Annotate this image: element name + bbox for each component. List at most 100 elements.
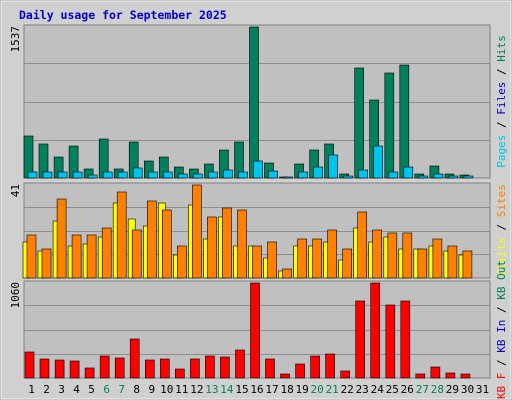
bar xyxy=(117,171,128,179)
bar xyxy=(147,200,157,279)
bar xyxy=(388,171,399,179)
x-tick-label: 3 xyxy=(58,383,65,396)
panel-hits: 1537 Pages / Files / Hits xyxy=(9,24,508,179)
bar xyxy=(354,67,365,179)
x-tick-label: 12 xyxy=(190,383,203,396)
x-tick-label: 4 xyxy=(73,383,80,396)
x-tick-label: 2 xyxy=(43,383,50,396)
bar xyxy=(101,227,112,279)
x-tick-label: 22 xyxy=(341,383,354,396)
side-label-part: KB Out xyxy=(495,260,508,300)
bar xyxy=(399,64,410,179)
bar xyxy=(415,373,426,379)
bar xyxy=(298,171,308,179)
bar xyxy=(384,72,395,179)
bar xyxy=(448,175,459,179)
bar xyxy=(400,300,411,379)
bar xyxy=(190,358,200,379)
bar xyxy=(283,176,293,179)
bar xyxy=(343,175,354,179)
bar xyxy=(177,245,187,279)
side-label-part: / xyxy=(495,217,508,237)
bar xyxy=(132,167,143,179)
bar xyxy=(268,170,278,179)
bar xyxy=(295,363,305,379)
bar xyxy=(463,175,474,179)
bar xyxy=(355,300,366,379)
bar xyxy=(237,209,247,279)
y-max-label: 1537 xyxy=(9,26,22,53)
bar xyxy=(163,171,173,179)
bar xyxy=(249,26,259,179)
x-tick-label: 21 xyxy=(326,383,339,396)
bar xyxy=(433,173,444,179)
bar xyxy=(432,238,443,279)
bar xyxy=(54,359,65,379)
x-tick-label: 13 xyxy=(205,383,218,396)
x-tick-label: 1 xyxy=(28,383,35,396)
bar xyxy=(145,359,155,379)
bar xyxy=(462,250,473,279)
bar xyxy=(252,245,262,279)
bar xyxy=(357,211,368,279)
x-axis-labels: 1 2 3 4 5 6 7 8 9 10 11 12 13 14 15 16 17 18 19 20 21 22 23 24 2… xyxy=(28,383,489,396)
panel-visits: 41 Visits / Sites xyxy=(9,182,508,279)
bar xyxy=(86,234,97,279)
series-visits xyxy=(22,202,467,279)
x-tick-label: 25 xyxy=(386,383,399,396)
bar xyxy=(250,282,260,379)
y-max-label: 1060 xyxy=(9,282,22,309)
bar xyxy=(99,355,110,379)
bar xyxy=(72,171,83,179)
x-tick-label: 9 xyxy=(148,383,155,396)
chart-title: Daily usage for September 2025 xyxy=(19,8,227,22)
x-tick-label: 30 xyxy=(461,383,474,396)
bar xyxy=(312,238,322,279)
bar xyxy=(208,171,218,179)
bar xyxy=(220,356,230,379)
x-tick-label: 10 xyxy=(160,383,173,396)
x-tick-label: 18 xyxy=(280,383,293,396)
side-label-part: / xyxy=(495,353,508,373)
x-tick-label: 20 xyxy=(310,383,323,396)
side-label-part: Visits xyxy=(495,237,508,277)
bar xyxy=(235,349,245,379)
bar xyxy=(280,373,290,379)
bar xyxy=(313,166,323,179)
bar xyxy=(57,171,68,179)
bar xyxy=(193,173,203,179)
bar xyxy=(131,229,142,279)
bar xyxy=(42,171,53,179)
bar xyxy=(160,358,170,379)
bar xyxy=(403,166,414,179)
x-tick-label: 26 xyxy=(401,383,414,396)
bar xyxy=(358,169,369,179)
x-tick-label: 11 xyxy=(175,383,188,396)
bar xyxy=(460,373,471,379)
bar xyxy=(328,154,338,179)
bar xyxy=(23,135,34,179)
bar xyxy=(385,304,396,379)
x-tick-label: 14 xyxy=(220,383,234,396)
bar xyxy=(238,171,248,179)
bar xyxy=(116,191,127,279)
bar xyxy=(267,241,277,279)
side-label: Visits / Sites xyxy=(495,184,508,277)
side-label-part: Sites xyxy=(495,184,508,217)
bar xyxy=(192,184,202,279)
x-tick-label: 5 xyxy=(88,383,95,396)
bar xyxy=(222,207,232,279)
bar xyxy=(26,234,37,279)
bar xyxy=(342,248,353,279)
bar xyxy=(207,216,217,279)
x-tick-label: 31 xyxy=(476,383,489,396)
bar xyxy=(402,232,413,279)
bar xyxy=(27,171,38,179)
bar xyxy=(87,174,98,179)
bar xyxy=(205,355,215,379)
bar xyxy=(69,360,80,379)
series-kb-f xyxy=(24,282,471,379)
side-label: Pages / Files / Hits xyxy=(495,35,508,168)
